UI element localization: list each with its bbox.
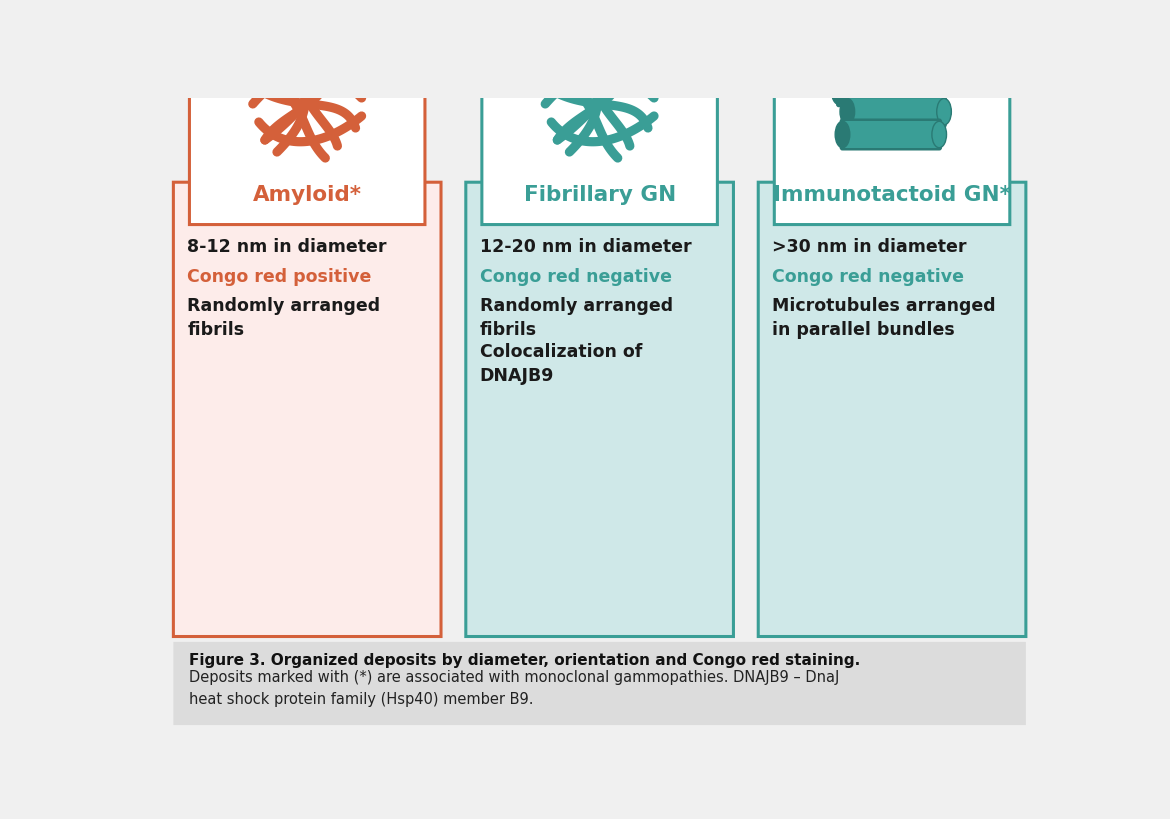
- Ellipse shape: [937, 98, 951, 124]
- Text: Randomly arranged
fibrils: Randomly arranged fibrils: [187, 297, 380, 339]
- Text: Amyloid*: Amyloid*: [253, 185, 362, 206]
- Text: Figure 3. Organized deposits by diameter, orientation and Congo red staining.: Figure 3. Organized deposits by diameter…: [188, 654, 860, 668]
- Text: >30 nm in diameter: >30 nm in diameter: [772, 238, 966, 256]
- FancyBboxPatch shape: [758, 182, 1026, 636]
- Text: Microtubules arranged
in parallel bundles: Microtubules arranged in parallel bundle…: [772, 297, 996, 339]
- Ellipse shape: [840, 98, 854, 124]
- FancyBboxPatch shape: [846, 97, 945, 126]
- FancyBboxPatch shape: [190, 40, 425, 224]
- FancyBboxPatch shape: [775, 40, 1010, 224]
- FancyBboxPatch shape: [173, 182, 441, 636]
- Text: Congo red negative: Congo red negative: [772, 268, 964, 286]
- Text: 12-20 nm in diameter: 12-20 nm in diameter: [480, 238, 691, 256]
- Text: 8-12 nm in diameter: 8-12 nm in diameter: [187, 238, 387, 256]
- Ellipse shape: [928, 78, 943, 105]
- Ellipse shape: [931, 121, 947, 147]
- Text: Colocalization of
DNAJB9: Colocalization of DNAJB9: [480, 343, 642, 386]
- Text: Fibrillary GN: Fibrillary GN: [523, 185, 676, 206]
- Ellipse shape: [835, 121, 849, 147]
- FancyBboxPatch shape: [838, 76, 937, 106]
- FancyBboxPatch shape: [482, 40, 717, 224]
- FancyBboxPatch shape: [841, 120, 941, 149]
- Ellipse shape: [832, 78, 846, 105]
- Text: Deposits marked with (*) are associated with monoclonal gammopathies. DNAJB9 – D: Deposits marked with (*) are associated …: [188, 671, 839, 707]
- FancyBboxPatch shape: [466, 182, 734, 636]
- FancyBboxPatch shape: [173, 642, 1026, 725]
- Text: Congo red positive: Congo red positive: [187, 268, 372, 286]
- Text: Randomly arranged
fibrils: Randomly arranged fibrils: [480, 297, 673, 339]
- Text: Congo red negative: Congo red negative: [480, 268, 672, 286]
- Text: Immunotactoid GN*: Immunotactoid GN*: [773, 185, 1011, 206]
